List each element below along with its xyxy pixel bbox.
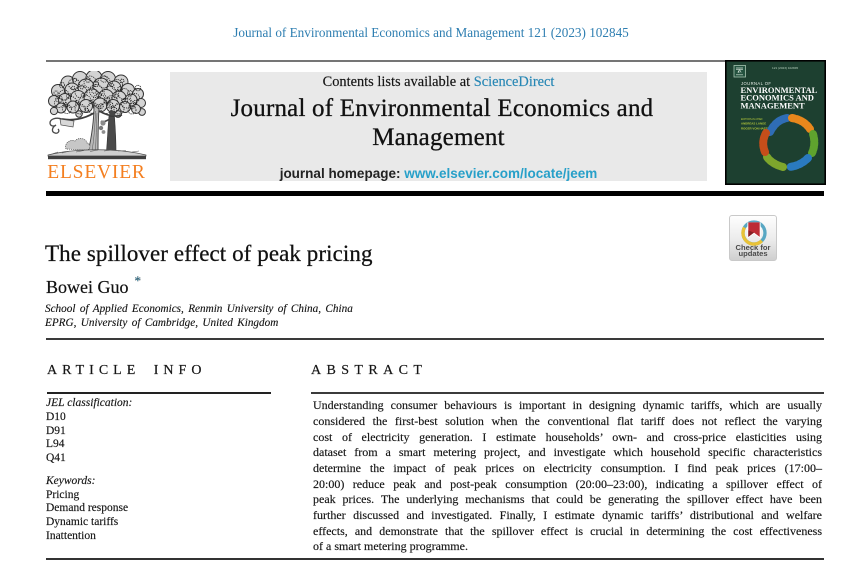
- svg-text:ECONOMICS AND: ECONOMICS AND: [741, 93, 814, 103]
- svg-text:121 (2023) 102845: 121 (2023) 102845: [772, 66, 798, 70]
- svg-text:ANDREAS LANGE: ANDREAS LANGE: [741, 122, 766, 126]
- svg-text:JOURNAL OF: JOURNAL OF: [741, 81, 771, 86]
- svg-text:MANAGEMENT: MANAGEMENT: [741, 101, 806, 111]
- svg-text:ENVIRONMENTAL: ENVIRONMENTAL: [741, 85, 818, 95]
- svg-text:ROGER VON HAEFEN: ROGER VON HAEFEN: [741, 126, 771, 130]
- svg-text:EDITORS-IN-CHIEF: EDITORS-IN-CHIEF: [741, 118, 763, 121]
